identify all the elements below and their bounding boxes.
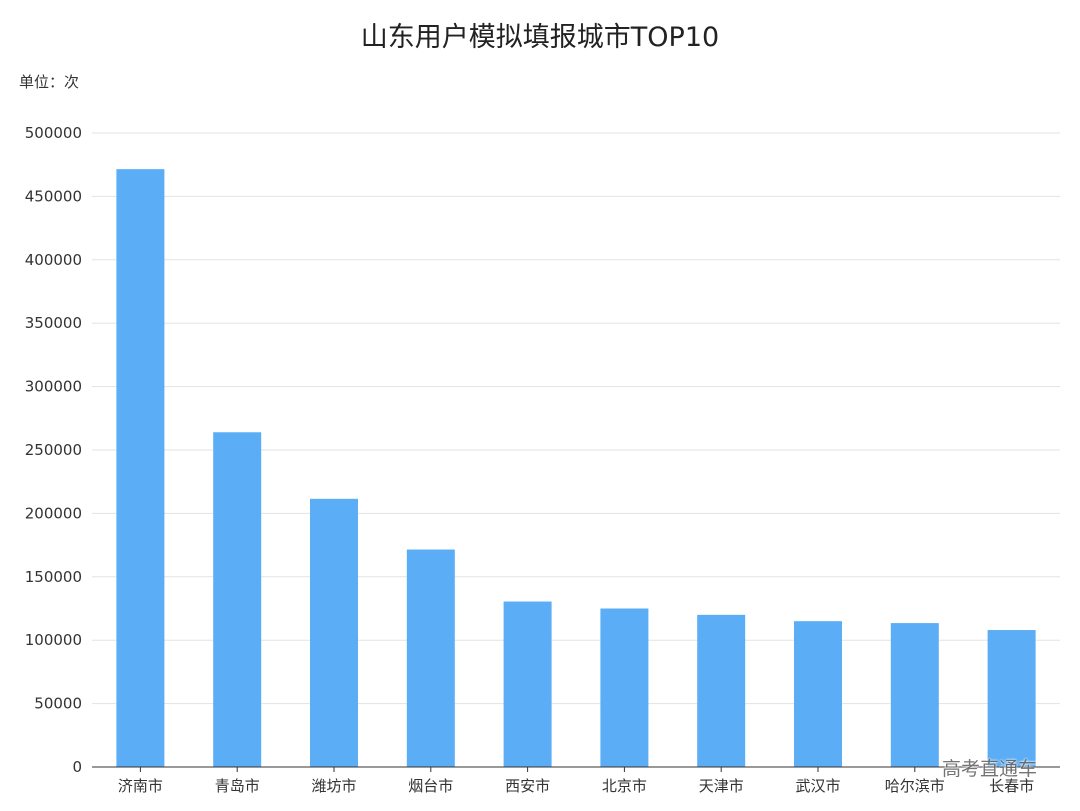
x-category-label: 天津市	[699, 777, 744, 795]
bar	[600, 608, 649, 767]
x-category-label: 北京市	[602, 777, 647, 795]
x-category-label: 长春市	[989, 777, 1034, 795]
x-category-label: 潍坊市	[311, 777, 356, 795]
x-category-label: 武汉市	[795, 777, 840, 795]
x-category-label: 西安市	[505, 777, 550, 795]
y-axis-ticks: 0 50000 100000 150000 200000 250000 300000 3500…	[25, 124, 82, 776]
bar	[503, 601, 552, 767]
y-tick-label: 350000	[25, 314, 82, 332]
x-category-label: 烟台市	[408, 777, 453, 795]
x-category-label: 青岛市	[215, 777, 260, 795]
bar	[987, 630, 1036, 767]
bar	[794, 621, 842, 767]
y-tick-label: 250000	[25, 441, 82, 459]
bar	[406, 549, 455, 767]
bar	[116, 169, 165, 767]
watermark-text: 高考直通车	[942, 758, 1038, 780]
y-tick-label: 0	[72, 758, 82, 776]
y-tick-label: 300000	[25, 378, 82, 396]
y-tick-label: 100000	[25, 631, 82, 649]
y-tick-label: 400000	[25, 251, 82, 269]
bar	[213, 432, 262, 767]
unit-label: 单位：次	[19, 73, 79, 91]
x-category-label: 哈尔滨市	[885, 777, 945, 795]
chart-title: 山东用户模拟填报城市TOP10	[361, 22, 719, 53]
y-tick-label: 150000	[25, 568, 82, 586]
bar	[697, 614, 746, 767]
bars	[116, 169, 1036, 767]
bar	[310, 498, 358, 767]
y-tick-label: 200000	[25, 504, 82, 522]
y-tick-label: 50000	[34, 695, 82, 713]
y-tick-label: 450000	[25, 187, 82, 205]
y-tick-label: 500000	[25, 124, 82, 142]
x-axis-categories: 济南市 青岛市 潍坊市 烟台市 西安市 北京市 天津市 武汉市 哈尔滨市 长春市	[118, 767, 1034, 795]
bar	[890, 623, 939, 767]
x-category-label: 济南市	[118, 777, 163, 795]
